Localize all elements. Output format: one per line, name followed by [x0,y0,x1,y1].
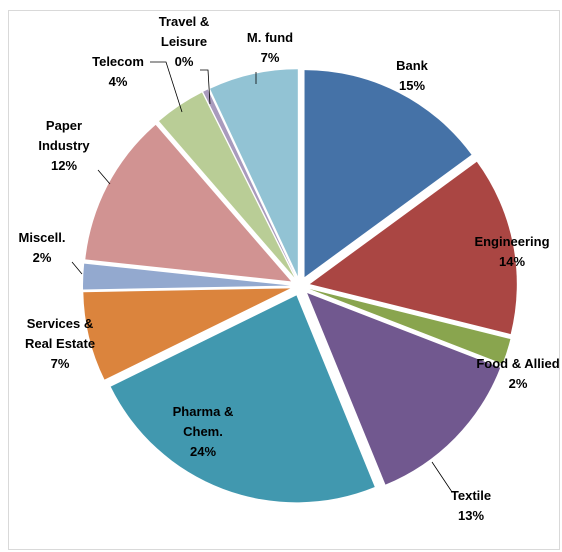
slice-label-services-real-estate: Services & Real Estate 7% [25,316,95,371]
slice-name-pharma-chem: Chem. [183,424,223,439]
pie-slice-food-allied [309,289,511,364]
slice-label-food-allied: Food & Allied 2% [476,356,559,391]
slice-percent-telecom: 4% [109,74,128,89]
slice-label-telecom: Telecom 4% [92,54,144,89]
pie-slice-m-fund [210,69,298,277]
pie-slice-miscell [83,263,291,290]
pie-slice-engineering [309,161,517,335]
slice-name-pharma-chem: Pharma & [173,404,234,419]
slice-percent-food-allied: 2% [509,376,528,391]
chart-border [8,10,560,550]
slice-percent-m-fund: 7% [261,50,280,65]
slice-label-textile: Textile 13% [451,488,491,523]
pie-slice-telecom [158,92,295,278]
slice-name-paper-industry: Industry [38,138,90,153]
slice-percent-pharma-chem: 24% [190,444,216,459]
leader-line-miscell [71,261,83,275]
leader-line-paper-industry [97,169,111,185]
slice-name-telecom: Telecom [92,54,144,69]
pie-slice-paper-industry [85,124,292,282]
slice-name-food-allied: Food & Allied [476,356,559,371]
pie-slice-travel-leisure [203,89,296,277]
pie-slice-bank [304,70,472,278]
pie-slice-services-real-estate [83,288,291,380]
slice-name-textile: Textile [451,488,491,503]
slice-label-m-fund: M. fund 7% [247,30,293,65]
slice-percent-miscell: 2% [33,250,52,265]
slice-percent-engineering: 14% [499,254,525,269]
slice-label-engineering: Engineering 14% [474,234,549,269]
pie-slice-textile [307,293,501,485]
slice-name-engineering: Engineering [474,234,549,249]
leader-line-telecom [150,61,183,113]
slice-name-services-real-estate: Real Estate [25,336,95,351]
slice-name-travel-leisure: Travel & [159,14,210,29]
slice-label-travel-leisure: Travel & Leisure 0% [159,14,210,69]
slice-label-pharma-chem: Pharma & Chem. 24% [173,404,234,459]
slice-name-bank: Bank [396,58,429,73]
slice-name-services-real-estate: Services & [27,316,94,331]
slice-percent-services-real-estate: 7% [51,356,70,371]
slice-percent-travel-leisure: 0% [175,54,194,69]
pie-slice-pharma-chem [110,295,375,503]
slice-percent-paper-industry: 12% [51,158,77,173]
slice-name-paper-industry: Paper [46,118,82,133]
slice-label-paper-industry: Paper Industry 12% [38,118,90,173]
slice-name-m-fund: M. fund [247,30,293,45]
leader-line-travel-leisure [200,69,211,105]
slice-label-bank: Bank 15% [396,58,429,93]
slice-name-travel-leisure: Leisure [161,34,207,49]
slice-name-miscell: Miscell. [19,230,66,245]
slice-percent-textile: 13% [458,508,484,523]
slice-percent-bank: 15% [399,78,425,93]
leader-line-textile [431,461,453,493]
slice-label-miscell: Miscell. 2% [19,230,66,265]
